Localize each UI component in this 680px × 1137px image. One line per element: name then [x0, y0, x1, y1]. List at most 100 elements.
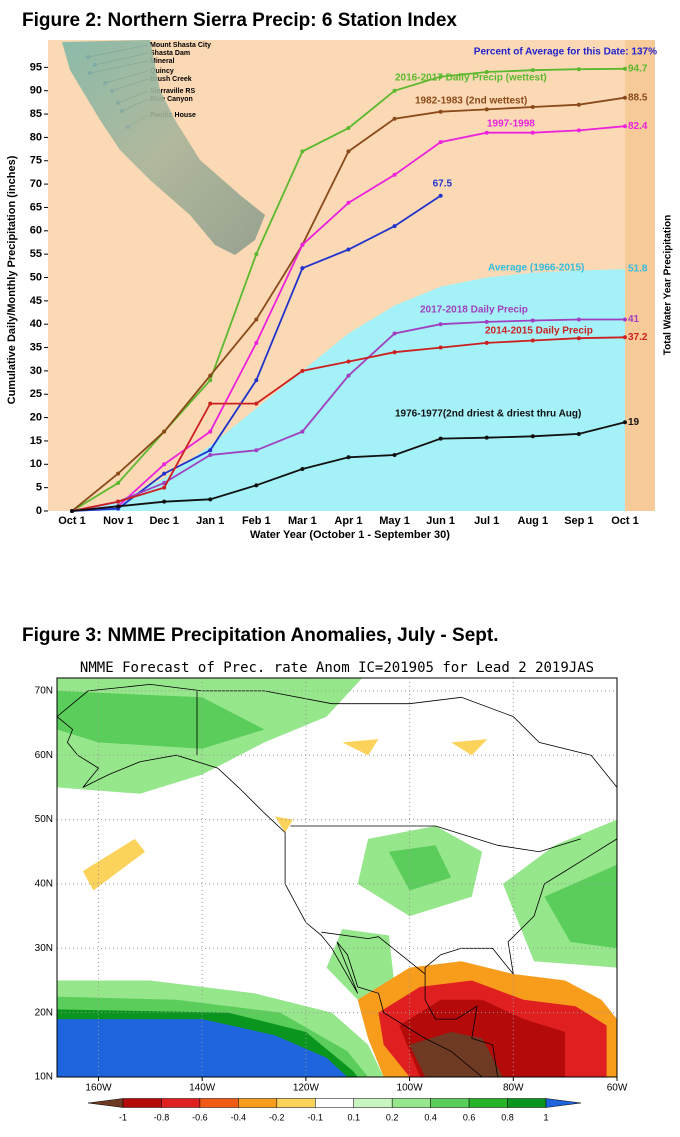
y-tick-label: 10N [35, 1072, 53, 1083]
station-label: Pacific House [150, 112, 196, 119]
colorbar-end [87, 1098, 124, 1108]
y-tick-label: 65 [30, 201, 42, 213]
map-title: NMME Forecast of Prec. rate Anom IC=2019… [80, 660, 594, 676]
point [208, 497, 213, 502]
colorbar-end [545, 1098, 582, 1108]
colorbar-label: 0.1 [347, 1112, 360, 1122]
point [254, 252, 259, 257]
anomaly [388, 845, 452, 891]
point [576, 67, 581, 72]
point [530, 434, 535, 439]
point [392, 331, 397, 336]
series-label: 1976-1977(2nd driest & driest thru Aug) [395, 409, 581, 420]
x-tick-label: Oct 1 [58, 515, 86, 527]
y-tick-label: 5 [36, 482, 42, 494]
value-label: 82.4 [628, 121, 648, 132]
point [392, 88, 397, 93]
point [530, 338, 535, 343]
point [530, 318, 535, 323]
point [70, 509, 74, 513]
point [392, 350, 397, 355]
point [208, 378, 213, 383]
point [116, 471, 121, 476]
x-tick-label: Feb 1 [242, 515, 271, 527]
point [208, 401, 213, 406]
point [622, 66, 627, 71]
y-tick-label: 0 [36, 505, 42, 517]
colorbar-segment [122, 1098, 162, 1108]
point [484, 70, 489, 75]
series-label: 1997-1998 [487, 119, 535, 130]
point [576, 128, 581, 133]
point [392, 224, 397, 229]
x-tick-label: Mar 1 [288, 515, 317, 527]
station-label: Mount Shasta City [150, 42, 211, 49]
colorbar-label: -1 [119, 1112, 127, 1122]
point [116, 504, 121, 509]
point [208, 429, 213, 434]
annotation: Percent of Average for this Date: 137% [474, 47, 657, 58]
border [196, 690, 581, 975]
y-tick-label: 50 [30, 271, 42, 283]
point [622, 420, 627, 425]
point [162, 462, 167, 467]
y-axis-title: Cumulative Daily/Monthly Precipitation (… [6, 155, 18, 404]
point [530, 68, 535, 73]
x-tick-label: Oct 1 [611, 515, 639, 527]
value-label: 51.8 [628, 264, 648, 275]
y-tick-label: 85 [30, 108, 42, 120]
y-tick-label: 80 [30, 131, 42, 143]
y-tick-label: 20 [30, 412, 42, 424]
point [484, 319, 489, 324]
y-tick-label: 75 [30, 155, 42, 167]
y-tick-label: 70 [30, 178, 42, 190]
point [438, 322, 443, 327]
station-label: Brush Creek [150, 76, 192, 83]
point [346, 455, 351, 460]
anomaly [544, 864, 617, 949]
x-tick-label: 80W [503, 1083, 524, 1094]
x-tick-label: Jul 1 [474, 515, 499, 527]
point [622, 95, 627, 100]
point [346, 247, 351, 252]
map [57, 678, 617, 1077]
x-tick-label: 60W [607, 1083, 628, 1094]
value-label: 41 [628, 314, 640, 325]
value-label: 19 [628, 417, 640, 428]
point [116, 480, 121, 485]
map-frame [56, 677, 618, 1078]
series-label: Average (1966-2015) [488, 263, 584, 274]
point [622, 335, 627, 340]
colorbar-label: -0.4 [231, 1112, 247, 1122]
y-tick-label: 60 [30, 225, 42, 237]
y-tick-label: 55 [30, 248, 42, 260]
point [346, 359, 351, 364]
station-label: Blue Canyon [150, 96, 193, 103]
x-tick-label: 100W [397, 1083, 424, 1094]
point [530, 130, 535, 135]
value-label: 67.5 [433, 178, 453, 189]
anomaly [342, 739, 379, 756]
point [254, 378, 259, 383]
anomaly [409, 1032, 503, 1077]
point [254, 448, 259, 453]
point [254, 483, 259, 488]
x-tick-label: 120W [293, 1083, 320, 1094]
colorbar-label: 0.2 [386, 1112, 399, 1122]
y-tick-label: 50N [35, 814, 53, 825]
map-axes: 160W 140W 120W 100W 80W 60W 10N 20N 30N 40N 50N 60N… [35, 686, 628, 1123]
point [254, 401, 259, 406]
anomaly [274, 816, 293, 833]
y-tick-label: 90 [30, 85, 42, 97]
colorbar-segment [238, 1098, 278, 1108]
point [484, 340, 489, 345]
point [300, 242, 305, 247]
point [208, 448, 213, 453]
point [392, 172, 397, 177]
x-tick-label: Dec 1 [149, 515, 178, 527]
anomaly [82, 838, 146, 891]
point [116, 499, 121, 504]
point [392, 116, 397, 121]
anomaly [326, 929, 394, 1000]
